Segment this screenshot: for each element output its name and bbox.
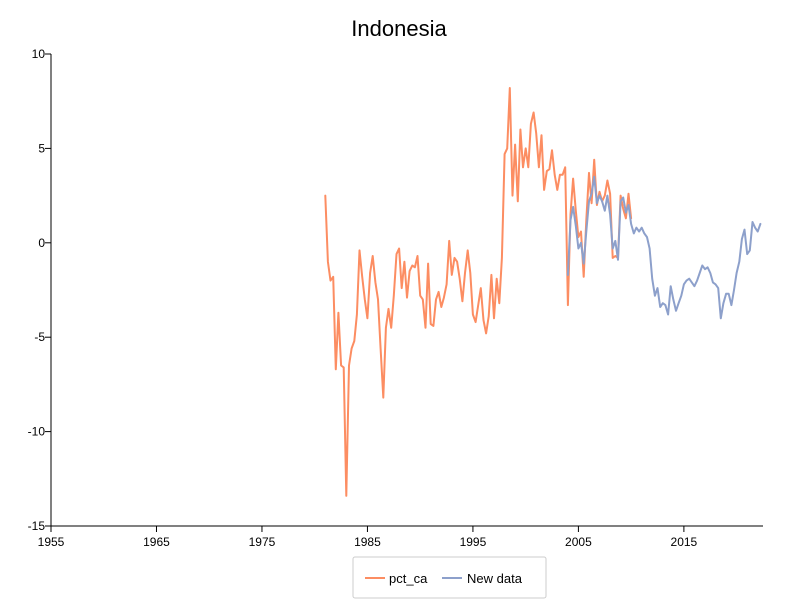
y-tick-label: -10 [28, 425, 46, 439]
plot-area [324, 87, 762, 497]
y-axis-ticks: 10 5 0 -5 -10 -15 [28, 47, 51, 533]
x-tick-label: 2005 [565, 535, 592, 549]
y-tick-label: -5 [34, 330, 45, 344]
x-tick-label: 1985 [354, 535, 381, 549]
x-axis-ticks: 1955 1965 1975 1985 1995 2005 2015 [38, 526, 698, 549]
y-tick-label: 5 [38, 141, 45, 155]
legend: pct_ca New data [352, 556, 547, 599]
y-tick-label: 10 [32, 47, 46, 61]
x-tick-label: 1955 [38, 535, 65, 549]
legend-label-pct-ca: pct_ca [389, 571, 428, 586]
x-tick-label: 1975 [249, 535, 276, 549]
series-layer [324, 87, 762, 497]
legend-label-new-data: New data [467, 571, 523, 586]
series-line-pct-ca [324, 87, 633, 497]
x-tick-label: 1995 [460, 535, 487, 549]
y-tick-label: 0 [38, 236, 45, 250]
chart-title: Indonesia [351, 16, 447, 41]
series-line-new-data [566, 175, 762, 320]
x-tick-label: 2015 [671, 535, 698, 549]
y-tick-label: -15 [28, 519, 46, 533]
x-tick-label: 1965 [143, 535, 170, 549]
